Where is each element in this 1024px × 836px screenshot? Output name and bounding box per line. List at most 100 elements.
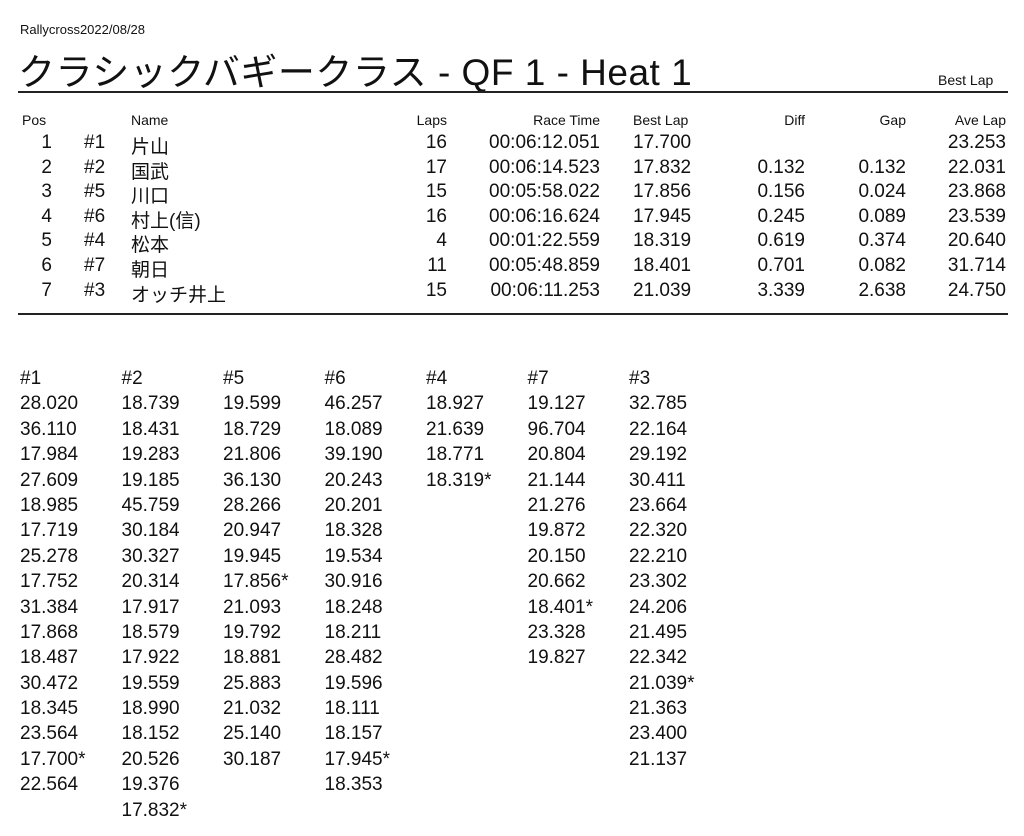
lap-column-header: #5: [223, 368, 245, 389]
lap-time: 18.353: [324, 774, 383, 796]
page-title: クラシックバギークラス - QF 1 - Heat 1: [18, 52, 693, 93]
lap-time: 18.487: [20, 647, 79, 669]
lap-time: 19.376: [121, 774, 180, 796]
lap-time: 18.927: [426, 393, 485, 415]
lap-time: 22.320: [629, 520, 688, 542]
lap-time: 18.157: [324, 723, 383, 745]
cell-laps: 4: [436, 230, 447, 252]
lap-time: 17.752: [20, 571, 79, 593]
lap-time: 20.243: [324, 469, 383, 491]
lap-time: 25.278: [20, 545, 79, 567]
table-row: 1 #1 片山 16 00:06:12.051 17.700 23.253: [0, 132, 1024, 158]
lap-time: 19.534: [324, 545, 383, 567]
cell-pos: 2: [41, 156, 52, 178]
cell-name: 朝日: [131, 260, 170, 281]
lap-time: 23.302: [629, 571, 688, 593]
col-header-diff: Diff: [784, 112, 805, 128]
lap-time: 21.495: [629, 621, 688, 643]
lap-time: 17.945*: [324, 748, 391, 770]
lap-time: 20.314: [121, 571, 180, 593]
lap-time: 21.639: [426, 418, 485, 440]
cell-gap: 0.374: [858, 230, 906, 252]
lap-time: 36.110: [20, 418, 77, 440]
cell-race-time: 00:05:58.022: [489, 181, 600, 203]
cell-gap: 0.082: [858, 255, 906, 276]
cell-car: #2: [84, 156, 106, 178]
table-row: 5 #4 松本 4 00:01:22.559 18.319 0.619 0.374 20.640: [0, 230, 1024, 257]
cell-best-lap: 18.319: [633, 230, 692, 252]
lap-time: 19.596: [324, 672, 383, 694]
lap-time: 23.400: [629, 723, 688, 745]
lap-time: 18.739: [121, 393, 180, 415]
lap-column: #5 19.599 18.729 21.806 36.130 28.266 20.947 19…: [223, 366, 289, 772]
cell-name: 片山: [131, 137, 170, 158]
lap-time: 22.342: [629, 647, 688, 669]
lap-time: 19.283: [121, 444, 180, 466]
col-header-best-lap: Best Lap: [633, 112, 689, 128]
cell-pos: 4: [41, 205, 52, 227]
lap-time: 25.883: [223, 672, 282, 694]
lap-time: 21.806: [223, 444, 282, 466]
cell-diff: 3.339: [757, 279, 805, 301]
cell-name: 松本: [131, 235, 170, 257]
lap-time: 23.664: [629, 494, 688, 516]
lap-column: #4 18.927 21.639 18.771 18.319*: [426, 366, 492, 493]
header-divider: [18, 91, 1008, 93]
lap-time: 96.704: [527, 418, 586, 440]
cell-laps: 11: [427, 255, 447, 276]
lap-time: 17.832*: [121, 799, 188, 821]
cell-pos: 7: [41, 279, 52, 301]
lap-column-header: #6: [324, 368, 346, 389]
results-divider: [18, 313, 1008, 315]
lap-time: 30.472: [20, 672, 79, 694]
lap-time: 30.187: [223, 748, 282, 770]
cell-ave-lap: 23.539: [947, 205, 1006, 227]
lap-time: 21.363: [629, 698, 688, 720]
cell-name: 村上(信): [131, 210, 201, 232]
lap-column-header: #2: [121, 368, 143, 389]
cell-car: #3: [84, 279, 106, 301]
cell-car: #1: [84, 132, 106, 153]
cell-gap: 0.132: [858, 156, 906, 178]
cell-best-lap: 17.832: [633, 156, 692, 178]
lap-time: 30.411: [629, 469, 686, 491]
table-row: 7 #3 オッチ井上 15 00:06:11.253 21.039 3.339 2.638 24…: [0, 279, 1024, 306]
lap-column: #3 32.785 22.164 29.192 30.411 23.664 22.320 22…: [629, 366, 695, 772]
lap-time: 20.662: [527, 571, 586, 593]
lap-time: 25.140: [223, 723, 282, 745]
cell-car: #7: [84, 255, 106, 276]
lap-time: 31.384: [20, 596, 79, 618]
lap-time: 45.759: [121, 494, 180, 516]
lap-time: 19.599: [223, 393, 282, 415]
lap-time: 17.917: [121, 596, 180, 618]
lap-column-header: #4: [426, 368, 448, 389]
lap-time: 18.771: [426, 444, 485, 466]
cell-car: #5: [84, 181, 106, 203]
lap-time: 18.248: [324, 596, 383, 618]
lap-time: 19.827: [527, 647, 586, 669]
col-header-pos: Pos: [22, 112, 47, 128]
col-header-race-time: Race Time: [533, 112, 600, 128]
lap-time: 21.137: [629, 748, 688, 770]
lap-time: 22.564: [20, 774, 79, 796]
lap-time: 19.127: [527, 393, 586, 415]
lap-time: 20.526: [121, 748, 180, 770]
lap-column-header: #3: [629, 368, 651, 389]
cell-ave-lap: 23.253: [947, 132, 1006, 153]
lap-time: 17.856*: [223, 571, 289, 593]
cell-pos: 3: [41, 181, 52, 203]
cell-gap: 2.638: [858, 279, 906, 301]
cell-gap: 0.089: [858, 205, 906, 227]
lap-time: 18.089: [324, 418, 383, 440]
table-row: 2 #2 国武 17 00:06:14.523 17.832 0.132 0.132 22.03…: [0, 156, 1024, 183]
sort-label: Best Lap: [938, 72, 994, 88]
lap-time: 30.184: [121, 520, 180, 542]
lap-time: 20.804: [527, 444, 586, 466]
col-header-ave-lap: Ave Lap: [954, 112, 1006, 128]
lap-time: 17.984: [20, 444, 79, 466]
cell-best-lap: 18.401: [633, 255, 692, 276]
lap-time: 21.093: [223, 596, 282, 618]
results-header-row: Pos Name Laps Race Time Best Lap Diff Ga…: [0, 112, 1024, 137]
cell-diff: 0.701: [757, 255, 805, 276]
cell-ave-lap: 31.714: [947, 255, 1006, 276]
